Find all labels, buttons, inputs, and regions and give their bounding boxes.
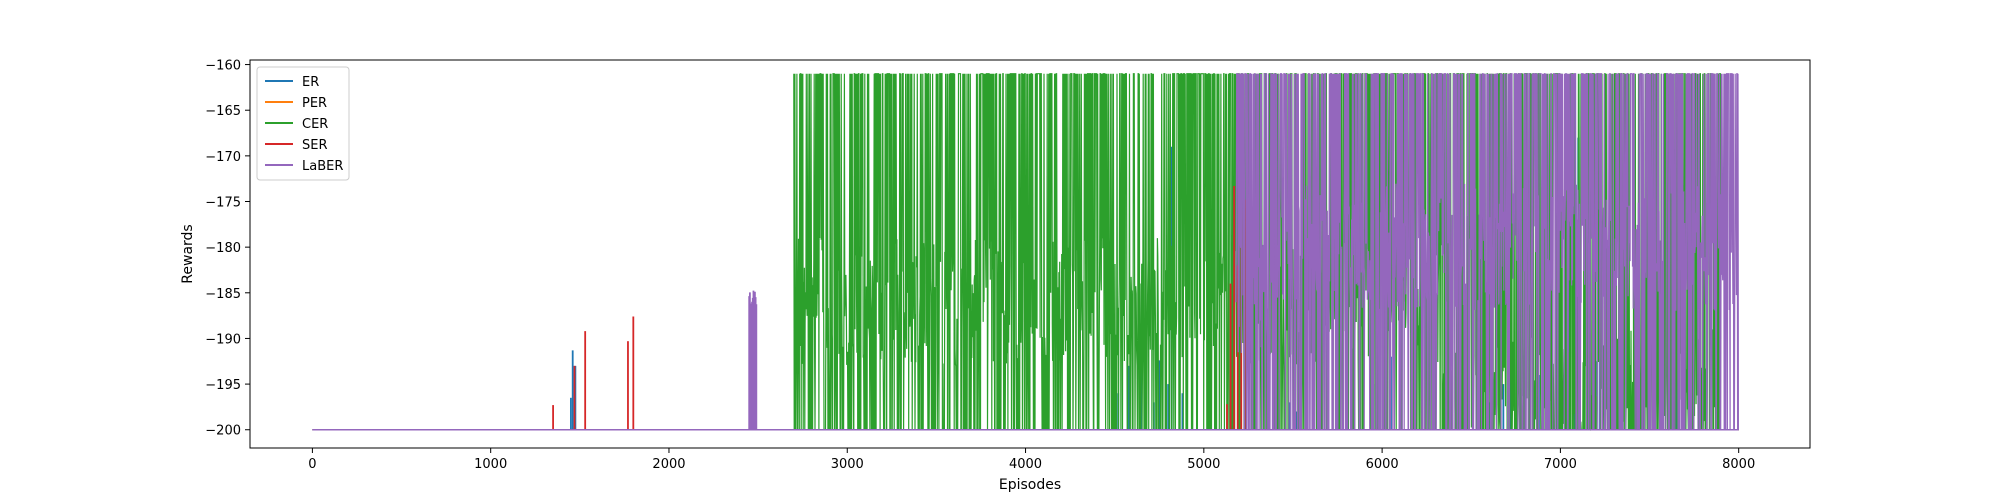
- y-tick-label: −160: [205, 59, 241, 74]
- legend-box: [256, 66, 350, 181]
- x-tick-label: 1000: [474, 457, 507, 472]
- legend-label-per: PER: [302, 96, 327, 111]
- series-noise-path: [1235, 73, 1276, 431]
- legend-label-cer: CER: [302, 117, 328, 132]
- legend-label-er: ER: [302, 75, 319, 90]
- x-tick-label: 4000: [1009, 457, 1042, 472]
- legend-label-ser: SER: [302, 138, 328, 153]
- x-tick-label: 0: [308, 457, 316, 472]
- axes-frame: [249, 59, 1811, 449]
- series-noise-path: [1274, 73, 1739, 431]
- x-tick-label: 6000: [1366, 457, 1399, 472]
- y-tick-label: −195: [205, 378, 241, 393]
- y-tick-label: −165: [205, 104, 241, 119]
- axes-layer: 0 1000 2000 3000 4000 5000 6000 7000 8000 −200 −19…: [205, 59, 1811, 472]
- series-laber: [312, 73, 1739, 431]
- y-tick-label: −175: [205, 196, 241, 211]
- y-tick-label: −185: [205, 287, 241, 302]
- x-tick-label: 3000: [831, 457, 864, 472]
- legend: ER PER CER SER LaBER: [256, 66, 350, 181]
- x-tick-label: 7000: [1544, 457, 1577, 472]
- x-tick-label: 5000: [1187, 457, 1220, 472]
- series-noise-path: [793, 73, 1444, 431]
- y-tick-label: −170: [205, 150, 241, 165]
- x-axis-label: Episodes: [999, 477, 1061, 493]
- y-tick-label: −200: [205, 424, 241, 439]
- x-tick-label: 2000: [652, 457, 685, 472]
- y-axis-label: Rewards: [180, 224, 196, 283]
- legend-label-laber: LaBER: [302, 159, 343, 174]
- y-tick-label: −190: [205, 332, 241, 347]
- series-layer: [312, 73, 1739, 431]
- x-tick-label: 8000: [1722, 457, 1755, 472]
- y-tick-label: −180: [205, 241, 241, 256]
